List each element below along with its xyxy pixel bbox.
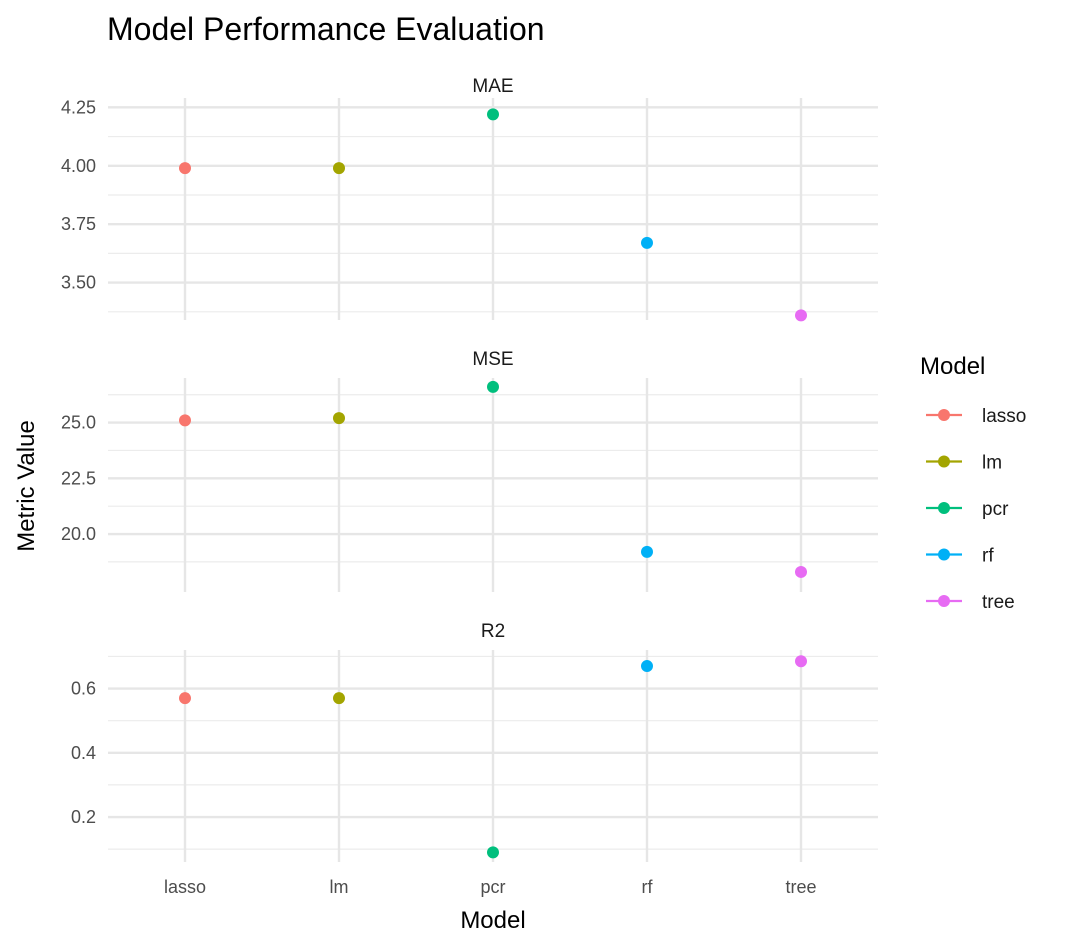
chart-title: Model Performance Evaluation <box>107 11 545 47</box>
y-tick-label: 0.2 <box>71 807 96 827</box>
data-point-rf <box>641 660 653 673</box>
x-tick-label: lm <box>330 877 349 897</box>
panel-mae: 3.50 3.75 4.00 4.25 MAE <box>61 76 878 322</box>
legend-label-lm: lm <box>982 453 1002 474</box>
data-point-lm <box>333 162 345 175</box>
x-tick-label: tree <box>785 877 816 897</box>
facet-panels: 3.50 3.75 4.00 4.25 MAE 20.0 22.5 25.0 MSE 0.2 0.4… <box>61 76 878 897</box>
data-point-lm <box>333 692 345 705</box>
legend-label-lasso: lasso <box>982 406 1026 427</box>
data-point-lasso <box>179 162 191 175</box>
data-point-tree <box>795 655 807 668</box>
data-point-rf <box>641 545 653 558</box>
legend-label-pcr: pcr <box>982 499 1009 520</box>
data-point-pcr <box>487 108 499 121</box>
data-point-tree <box>795 565 807 578</box>
legend-key-point <box>938 595 950 607</box>
y-tick-label: 4.00 <box>61 156 96 176</box>
y-tick-label: 20.0 <box>61 524 96 544</box>
data-point-tree <box>795 309 807 322</box>
legend-key-point <box>938 455 950 468</box>
y-axis-title: Metric Value <box>13 420 40 552</box>
panel-r2: 0.2 0.4 0.6 R2 <box>71 621 878 862</box>
data-point-lasso <box>179 414 191 427</box>
legend-key-point <box>938 548 950 561</box>
legend-key-point <box>938 409 950 421</box>
y-tick-label: 4.25 <box>61 97 96 117</box>
data-point-pcr <box>487 846 499 859</box>
y-tick-label: 0.6 <box>71 679 96 699</box>
legend-label-rf: rf <box>982 546 994 567</box>
y-tick-label: 3.75 <box>61 214 96 234</box>
x-axis-title: Model <box>460 907 525 934</box>
panel-mse: 20.0 22.5 25.0 MSE <box>61 349 878 592</box>
x-tick-label: pcr <box>480 877 505 897</box>
data-point-rf <box>641 236 653 249</box>
legend-title: Model <box>920 353 985 380</box>
legend-key-point <box>938 502 950 514</box>
data-point-lasso <box>179 692 191 705</box>
legend: Model lasso lm pcr rf tree <box>920 353 1026 613</box>
data-point-pcr <box>487 380 499 393</box>
legend-label-tree: tree <box>982 592 1015 613</box>
facet-strip-label: MSE <box>472 349 513 370</box>
y-tick-label: 0.4 <box>71 743 96 763</box>
y-tick-label: 25.0 <box>61 413 96 433</box>
x-tick-label: rf <box>642 877 654 897</box>
y-tick-label: 22.5 <box>61 468 96 488</box>
facet-strip-label: MAE <box>472 76 513 97</box>
facet-strip-label: R2 <box>481 621 505 642</box>
data-point-lm <box>333 412 345 425</box>
x-tick-label: lasso <box>164 877 206 897</box>
y-tick-label: 3.50 <box>61 273 96 293</box>
